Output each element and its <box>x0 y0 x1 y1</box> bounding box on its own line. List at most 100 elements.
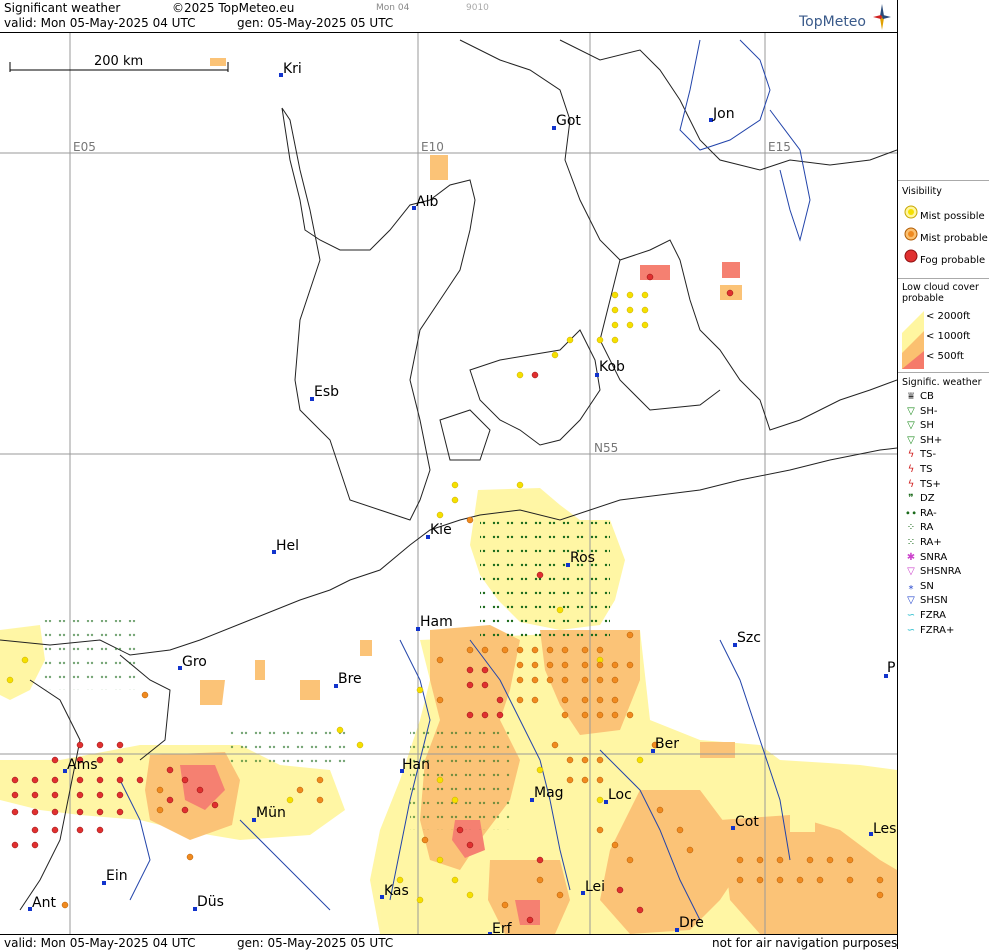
svg-text:Erf: Erf <box>492 921 513 934</box>
grid-label: E05 <box>73 140 96 154</box>
svg-text:Kri: Kri <box>283 61 302 77</box>
logo-text: TopMeteo <box>799 14 866 30</box>
copyright: ©2025 TopMeteo.eu <box>172 1 295 15</box>
grid-labels: E05 E10 E15 N55 <box>73 140 791 455</box>
signif-title: Signific. weather <box>902 377 982 388</box>
fog-probable-dots <box>11 273 734 924</box>
topmeteo-logo: TopMeteo <box>799 4 891 30</box>
rain-area-south <box>410 730 510 830</box>
city-marker: Mag <box>530 785 564 802</box>
svg-text:Han: Han <box>402 757 430 773</box>
legend-row: ✱ SNRA <box>902 552 947 566</box>
grid-label: N55 <box>594 441 618 455</box>
legend-label: Mist probable <box>920 233 988 244</box>
svg-text:Kob: Kob <box>599 359 625 375</box>
coastlines <box>0 39 897 911</box>
legend-row: ∙∙ RA- <box>902 508 937 522</box>
city-marker: Lei <box>581 879 605 895</box>
lakes-rivers <box>119 39 811 921</box>
legend-label: RA- <box>920 507 937 519</box>
city-marker: Ams <box>63 757 98 773</box>
rain-light-icon: ∙∙ <box>904 507 918 519</box>
legend-row: ∽ FZRA <box>902 610 946 624</box>
city-marker: P <box>884 660 895 678</box>
grid-label: E15 <box>768 140 791 154</box>
mist-possible-dots <box>6 291 649 904</box>
city-marker: Loc <box>604 787 632 804</box>
city-marker: Cot <box>731 814 759 830</box>
svg-text:Lei: Lei <box>585 879 605 895</box>
run-label: Mon 04 <box>376 3 410 13</box>
chart-title: Significant weather <box>4 1 121 15</box>
compass-icon <box>873 4 891 30</box>
svg-text:Loc: Loc <box>608 787 632 803</box>
legend-label: Fog probable <box>920 255 986 266</box>
rain-heavy-icon: ⁙ <box>906 537 916 548</box>
svg-text:Ros: Ros <box>570 550 595 566</box>
legend-label: TS+ <box>920 478 941 490</box>
city-marker: Düs <box>193 894 224 911</box>
city-marker: Kas <box>380 883 409 899</box>
low-cloud-title: Low cloud cover <box>902 282 979 293</box>
legend-row: ⩸ CB <box>902 391 934 405</box>
city-marker: Kie <box>426 522 452 539</box>
drizzle-area-2 <box>230 730 350 770</box>
city-markers: Kri Got Jon Alb Kob Esb Kie Hel Ros Ham … <box>28 61 896 934</box>
legend-label: Mist possible <box>920 211 985 222</box>
svg-text:Dre: Dre <box>679 915 704 931</box>
svg-text:Ber: Ber <box>655 736 679 752</box>
svg-text:Ein: Ein <box>106 868 128 884</box>
city-marker: Han <box>400 757 430 773</box>
code-label: 9010 <box>466 3 489 13</box>
legend-row: ∽ FZRA+ <box>902 624 955 639</box>
city-marker: Ham <box>416 614 453 631</box>
legend-row: ϟ TS <box>902 464 933 478</box>
city-marker: Got <box>552 113 581 130</box>
low-cloud-title-2: probable <box>902 293 944 304</box>
city-marker: Ein <box>102 868 128 885</box>
fog-probable-icon <box>902 249 920 266</box>
legend-row: ▽ SH+ <box>902 435 942 449</box>
mist-probable-dots <box>61 516 884 909</box>
legend-label: DZ <box>920 493 935 505</box>
mist-possible-icon <box>902 205 920 222</box>
city-marker: Esb <box>310 384 339 401</box>
visibility-title: Visibility <box>902 186 942 197</box>
valid-time: valid: Mon 05-May-2025 04 UTC <box>4 16 196 30</box>
svg-text:Cot: Cot <box>735 814 759 830</box>
legend-row: Fog probable <box>902 249 986 266</box>
cb-icon: ⩸ <box>907 391 915 402</box>
svg-text:Ant: Ant <box>32 895 56 911</box>
legend-row: ⁎ SN <box>902 581 934 595</box>
svg-text:Kie: Kie <box>430 522 452 538</box>
svg-text:Bre: Bre <box>338 671 362 687</box>
freezing-rain-icon: ∽ <box>906 610 916 621</box>
legend-label: < 2000ft <box>926 311 971 322</box>
legend-label: SH+ <box>920 434 943 446</box>
svg-text:Got: Got <box>556 113 581 129</box>
drizzle-area <box>40 620 140 690</box>
legend-row: ❞ DZ <box>902 493 935 507</box>
weather-map[interactable]: 200 km E05 E10 E15 N55 Kri Got Jon Alb K… <box>0 33 897 934</box>
svg-text:Ams: Ams <box>67 757 98 773</box>
svg-text:Kas: Kas <box>384 883 409 899</box>
drizzle-icon: ❞ <box>908 493 914 505</box>
svg-text:Mün: Mün <box>256 805 286 821</box>
legend-row: ⁘ RA <box>902 522 934 536</box>
legend-label: SNRA <box>920 551 948 563</box>
freezing-rain-heavy-icon: ∽ <box>906 624 916 636</box>
footer-valid: valid: Mon 05-May-2025 04 UTC <box>4 936 196 950</box>
city-marker: Dre <box>675 915 704 932</box>
legend-label: < 500ft <box>926 351 964 362</box>
shower-icon: ▽ <box>907 420 915 432</box>
low-cloud-legend: Low cloud cover probable < 2000ft < 1000… <box>898 278 989 371</box>
rain-area <box>480 520 610 640</box>
svg-text:Mag: Mag <box>534 785 564 801</box>
city-marker: Szc <box>733 630 761 647</box>
thunderstorm-heavy-icon: ϟ <box>907 478 915 490</box>
legend-row: ϟ TS+ <box>902 479 941 493</box>
snow-icon: ⁎ <box>908 580 914 592</box>
city-marker: Kob <box>595 359 625 377</box>
scale-bar: 200 km <box>9 54 229 72</box>
legend-label: SHSN <box>920 595 948 607</box>
